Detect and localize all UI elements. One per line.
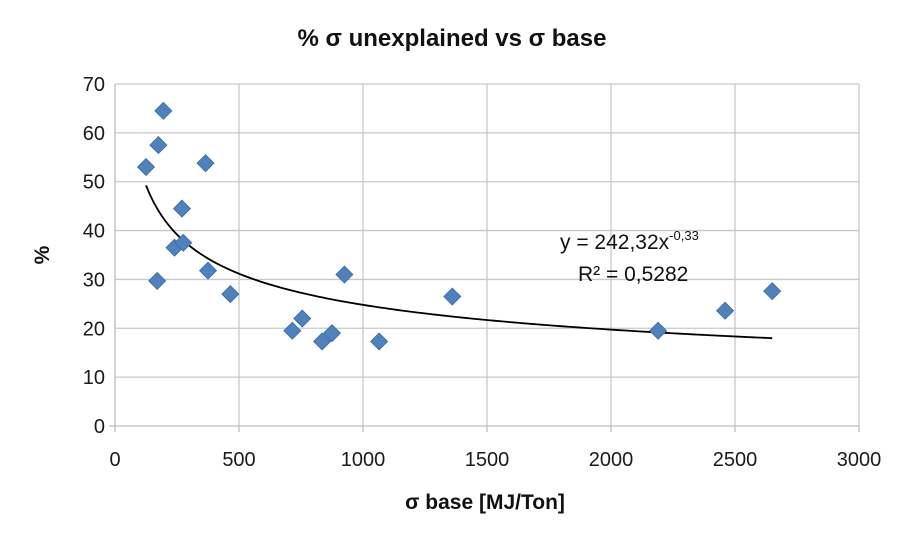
y-tick-label: 40 bbox=[83, 221, 105, 243]
data-point bbox=[172, 199, 192, 218]
x-tick-label: 3000 bbox=[837, 449, 882, 471]
data-point bbox=[443, 287, 462, 306]
gridlines bbox=[115, 83, 860, 426]
trendline bbox=[145, 185, 773, 340]
data-point bbox=[283, 321, 302, 340]
y-tick-label: 50 bbox=[83, 172, 105, 194]
data-point bbox=[136, 157, 156, 177]
axes bbox=[109, 84, 860, 432]
data-point bbox=[763, 282, 782, 301]
y-tick-label: 0 bbox=[94, 416, 105, 438]
data-point bbox=[335, 265, 354, 284]
data-point bbox=[196, 154, 215, 173]
x-tick-label: 2500 bbox=[713, 449, 758, 471]
data-point bbox=[198, 261, 218, 280]
x-tick-label: 2000 bbox=[589, 449, 634, 471]
y-tick-label: 70 bbox=[83, 74, 105, 96]
data-point bbox=[322, 324, 342, 343]
x-axis-title: σ base [MJ/Ton] bbox=[405, 491, 565, 514]
x-tick-label: 500 bbox=[222, 449, 255, 471]
data-points bbox=[136, 101, 782, 351]
trendline-r-squared: R² = 0,5282 bbox=[578, 263, 688, 286]
y-tick-label: 20 bbox=[83, 318, 105, 340]
y-tick-label: 30 bbox=[83, 269, 105, 291]
y-tick-labels: 0 10 20 30 40 50 60 70 bbox=[83, 74, 105, 438]
x-tick-label: 1500 bbox=[465, 449, 510, 471]
data-point bbox=[370, 332, 389, 351]
data-point bbox=[149, 136, 168, 155]
trendline-equation: y = 242,32x-0,33 bbox=[560, 228, 699, 254]
data-point bbox=[174, 233, 193, 252]
x-tick-labels: 0 500 1000 1500 2000 2500 3000 bbox=[109, 449, 881, 471]
y-tick-label: 60 bbox=[83, 123, 105, 145]
y-tick-label: 10 bbox=[83, 367, 105, 389]
data-point bbox=[716, 301, 735, 320]
chart-title: % σ unexplained vs σ base bbox=[298, 25, 607, 52]
data-point bbox=[154, 101, 173, 120]
x-tick-label: 1000 bbox=[341, 449, 386, 471]
y-axis-title: % bbox=[31, 245, 54, 264]
data-point bbox=[313, 332, 332, 351]
trendline-exponent: -0,33 bbox=[669, 228, 699, 243]
x-tick-label: 0 bbox=[109, 449, 120, 471]
data-point bbox=[649, 321, 668, 340]
data-point bbox=[148, 271, 167, 290]
data-point bbox=[293, 309, 312, 328]
data-point bbox=[221, 285, 240, 304]
